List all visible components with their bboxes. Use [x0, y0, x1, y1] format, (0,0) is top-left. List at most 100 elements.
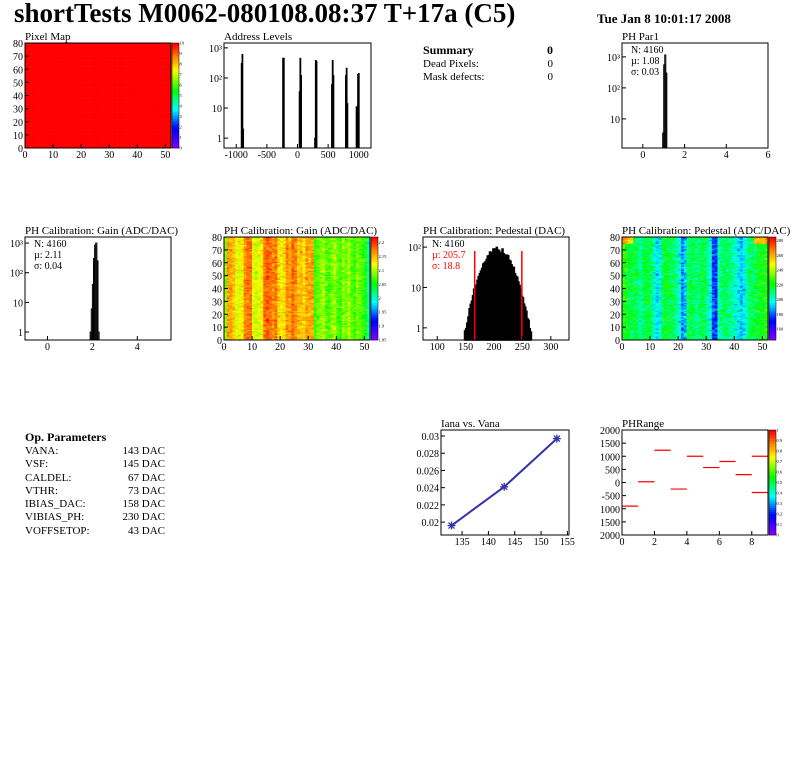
- heatmap-cell: [58, 85, 62, 87]
- heatmap-cell: [61, 112, 65, 115]
- heatmap-cell: [126, 127, 130, 129]
- heatmap-cell: [229, 288, 233, 291]
- heatmap-cell: [120, 82, 124, 84]
- heatmap-cell: [61, 123, 65, 125]
- heatmap-cell: [114, 88, 118, 91]
- heatmap-cell: [95, 82, 99, 84]
- heatmap-cell: [126, 48, 130, 50]
- heatmap-cell: [148, 117, 152, 120]
- heatmap-cell: [50, 65, 54, 67]
- heatmap-cell: [100, 137, 104, 140]
- heatmap-cell: [142, 83, 147, 86]
- heatmap-cell: [33, 45, 37, 48]
- heatmap-cell: [229, 261, 233, 264]
- heatmap-cell: [238, 333, 242, 336]
- heatmap-cell: [145, 127, 149, 129]
- heatmap-cell: [154, 111, 158, 113]
- heatmap-cell: [100, 88, 104, 91]
- heatmap-cell: [33, 102, 37, 104]
- heatmap-cell: [64, 74, 68, 77]
- heatmap-cell: [69, 123, 74, 125]
- heatmap-cell: [25, 130, 29, 133]
- y-tick-label: 0: [18, 144, 23, 155]
- heatmap-cell: [92, 96, 96, 99]
- heatmap-cell: [120, 73, 124, 75]
- heatmap-cell: [168, 133, 172, 136]
- heatmap-cell: [159, 112, 163, 115]
- heatmap-cell: [67, 102, 71, 104]
- heatmap-cell: [75, 86, 79, 88]
- heatmap-cell: [67, 90, 71, 92]
- heatmap-cell: [235, 243, 239, 246]
- heatmap-cell: [151, 111, 155, 113]
- heatmap-cell: [156, 66, 161, 69]
- heatmap-cell: [154, 95, 158, 98]
- heatmap-cell: [128, 88, 132, 91]
- heatmap-cell: [117, 83, 121, 86]
- heatmap-cell: [53, 140, 57, 142]
- heatmap-cell: [156, 144, 161, 146]
- heatmap-cell: [50, 113, 54, 116]
- heatmap-cell: [69, 81, 74, 83]
- heatmap-cell: [100, 142, 104, 145]
- heatmap-cell: [67, 140, 71, 142]
- heatmap-cell: [75, 66, 79, 69]
- heatmap-cell: [134, 48, 138, 50]
- heatmap-cell: [39, 53, 43, 56]
- heatmap-cell: [224, 329, 228, 332]
- heatmap-cell: [109, 115, 113, 117]
- heatmap-cell: [100, 58, 104, 61]
- heatmap-cell: [226, 253, 230, 256]
- heatmap-cell: [89, 132, 93, 134]
- heatmap-cell: [103, 78, 107, 81]
- heatmap-cell: [72, 132, 76, 134]
- heatmap-cell: [165, 91, 169, 94]
- heatmap-cell: [148, 96, 152, 99]
- heatmap-cell: [134, 115, 138, 117]
- heatmap-cell: [41, 130, 45, 133]
- heatmap-cell: [67, 127, 71, 129]
- heatmap-cell: [69, 45, 74, 48]
- heatmap-cell: [64, 50, 68, 53]
- heatmap-cell: [235, 274, 239, 276]
- heatmap-cell: [25, 43, 29, 45]
- heatmap-cell: [165, 123, 169, 125]
- palette-tick-label: 9: [180, 51, 183, 56]
- heatmap-cell: [27, 136, 31, 138]
- heatmap-cell: [92, 66, 96, 69]
- heatmap-cell: [112, 145, 116, 147]
- heatmap-cell: [137, 50, 141, 53]
- heatmap-cell: [58, 141, 62, 144]
- heatmap-cell: [156, 116, 161, 119]
- heatmap-cell: [117, 44, 121, 46]
- heatmap-cell: [123, 67, 127, 70]
- heatmap-cell: [162, 120, 166, 123]
- heatmap-cell: [226, 323, 230, 325]
- heatmap-cell: [86, 49, 90, 52]
- heatmap-cell: [238, 278, 242, 280]
- heatmap-cell: [44, 69, 48, 71]
- heatmap-cell: [33, 146, 37, 149]
- heatmap-cell: [58, 90, 62, 92]
- heatmap-cell: [156, 74, 161, 77]
- heatmap-cell: [103, 111, 107, 113]
- heatmap-cell: [86, 83, 90, 86]
- heatmap-cell: [86, 141, 90, 144]
- heatmap-cell: [86, 140, 90, 142]
- heatmap-cell: [109, 78, 113, 81]
- heatmap-cell: [156, 81, 161, 83]
- heatmap-cell: [106, 45, 110, 48]
- heatmap-cell: [140, 99, 144, 102]
- heatmap-cell: [232, 301, 236, 303]
- heatmap-cell: [72, 79, 76, 82]
- heatmap-cell: [243, 292, 247, 294]
- heatmap-cell: [58, 137, 62, 140]
- heatmap-cell: [229, 253, 233, 256]
- heatmap-cell: [61, 81, 65, 83]
- heatmap-cell: [235, 270, 239, 273]
- heatmap-cell: [117, 70, 121, 73]
- heatmap-cell: [47, 54, 51, 57]
- heatmap-cell: [128, 66, 132, 69]
- heatmap-cell: [235, 297, 239, 300]
